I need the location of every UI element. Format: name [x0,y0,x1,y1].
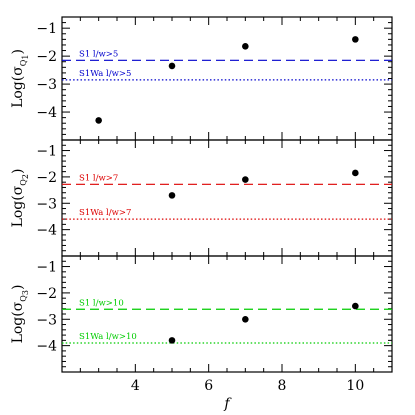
y-tick-label: −3 [36,77,57,93]
x-tick-label: 4 [131,378,140,394]
y-tick-label: −2 [36,286,57,302]
reference-line-label: S1Wa l/w>7 [79,208,131,218]
data-point [352,36,359,43]
x-tick-label: 6 [204,378,213,394]
data-point [168,192,176,199]
plot-frame [61,139,393,257]
y-tick-label: −1 [36,21,57,37]
data-point [95,117,102,124]
y-tick-label: −3 [36,312,57,328]
y-tick-label: −4 [36,223,57,239]
data-point [242,43,249,50]
panel-2: −1 −2 −3 −4 S1 l/w>7 S1Wa l/w>7 Log(σQ2) [10,139,393,257]
y-tick-label: −4 [36,339,57,355]
reference-line-label: S1 l/w>10 [79,298,124,308]
y-axis-label: Log(σQ1) [10,49,30,108]
panel-1: −1 −2 −3 −4 S1 l/w>5 S1Wa l/w>5 Log(σQ1) [10,16,393,141]
x-axis-label: f [223,396,232,412]
data-point [168,62,176,70]
panel-3: −1 −2 −3 −4 S1 l/w>10 S1Wa l/w>10 Log(σQ3) 4 6 8 1… [10,255,393,412]
y-tick-label: −2 [36,170,57,186]
y-tick-label: −2 [36,49,57,65]
y-tick-label: −3 [36,196,57,212]
plot-frame [61,255,393,373]
y-tick-label: −4 [36,105,57,121]
reference-line-label: S1Wa l/w>10 [79,332,137,342]
data-point [242,315,249,323]
data-point [352,302,359,310]
data-point [242,176,249,183]
reference-line-label: S1 l/w>7 [79,173,118,183]
y-tick-label: −1 [36,144,57,160]
y-tick-label: −1 [36,260,57,276]
reference-line-label: S1Wa l/w>5 [79,69,131,79]
reference-line-label: S1 l/w>5 [79,49,118,59]
y-axis-label: Log(σQ2) [10,169,30,228]
x-tick-label: 10 [346,378,364,394]
y-axis-label: Log(σQ3) [10,285,30,344]
data-point [352,169,359,177]
x-tick-label: 8 [278,378,287,394]
data-point [168,337,176,344]
